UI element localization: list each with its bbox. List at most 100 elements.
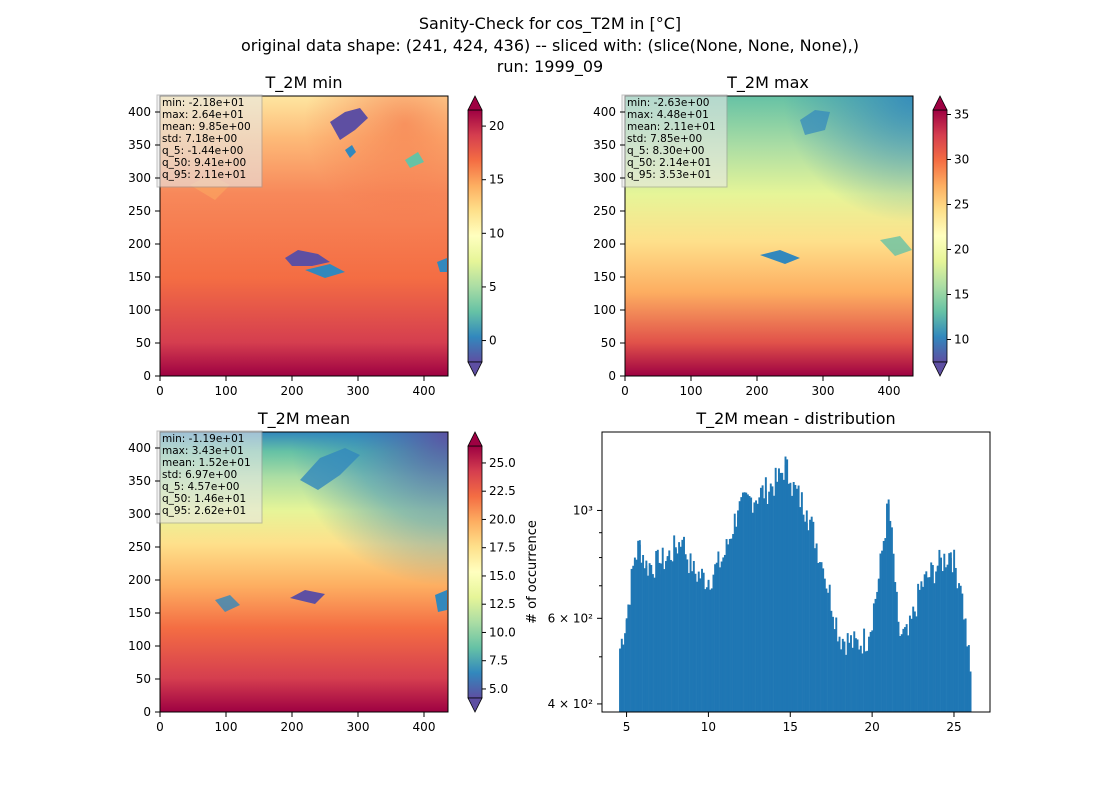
- histogram-bar: [904, 627, 906, 712]
- histogram-bar: [678, 542, 681, 712]
- histogram-bar: [908, 615, 911, 712]
- colorbar-tick-label: 10: [954, 333, 969, 347]
- figure-title: Sanity-Check for cos_T2M in [°C] origina…: [241, 14, 859, 77]
- histogram-bar: [696, 581, 699, 712]
- colorbar-tick-label: 5.0: [489, 682, 508, 696]
- histogram-bar: [719, 567, 721, 712]
- y-tick-label: 300: [128, 171, 151, 185]
- histogram-bar: [907, 636, 910, 712]
- stats-std: std: 7.18e+00: [162, 133, 237, 145]
- histogram-bar: [681, 539, 684, 712]
- histogram-bars: [619, 456, 972, 712]
- plot-frame: [601, 431, 991, 713]
- histogram-bar: [864, 651, 867, 712]
- histogram-bar: [902, 628, 905, 712]
- x-axis-ticks: 0 100 200 300 400: [621, 376, 900, 398]
- histogram-bar: [730, 538, 733, 712]
- histogram-bar: [851, 647, 854, 712]
- histogram-bar: [838, 636, 841, 712]
- y-axis-ticks: 0 50 100 150 200 250 300 350 400: [128, 105, 160, 383]
- y-tick-label: 200: [128, 237, 151, 251]
- histogram-bar: [630, 568, 633, 712]
- stats-std: std: 6.97e+00: [162, 469, 237, 481]
- histogram-bar: [935, 571, 938, 712]
- y-tick-label: 150: [128, 606, 151, 620]
- stats-box: min: -1.19e+01 max: 3.43e+01 mean: 1.52e…: [156, 430, 263, 524]
- histogram-bar: [750, 497, 753, 712]
- histogram-bar: [869, 631, 872, 712]
- y-tick-label: 350: [128, 474, 151, 488]
- histogram-bar: [633, 557, 636, 712]
- histogram-bar: [930, 562, 933, 712]
- histogram-bar: [846, 633, 849, 712]
- histogram-bar: [836, 641, 839, 712]
- histogram-bar: [655, 550, 658, 712]
- histogram-bar: [890, 527, 893, 712]
- histogram-bar: [969, 674, 972, 712]
- histogram-bar: [959, 585, 962, 712]
- histogram-bar: [704, 589, 707, 712]
- y-tick-label: 100: [593, 303, 616, 317]
- histogram-bar: [637, 540, 640, 712]
- histogram-bar: [722, 557, 725, 712]
- colorbar-tick-label: 10: [489, 226, 504, 240]
- histogram-bar: [669, 559, 672, 712]
- histogram-bar: [828, 584, 831, 712]
- histogram-bar: [810, 516, 813, 712]
- panel-t2m-mean-distribution: T_2M mean - distribution # of occurrence…: [525, 409, 991, 734]
- histogram-bar: [691, 571, 694, 712]
- x-axis-ticks: 0 100 200 300 400: [156, 376, 435, 398]
- histogram-bar: [738, 501, 741, 712]
- x-tick-label: 100: [215, 720, 238, 734]
- histogram-bar: [683, 536, 685, 712]
- x-tick-label: 0: [156, 720, 164, 734]
- stats-max: max: 4.48e+01: [627, 109, 709, 121]
- y-tick-label: 0: [143, 705, 151, 719]
- x-axis-ticks: 5 10 15 20 25: [623, 712, 962, 734]
- colorbar-tick-label: 5: [489, 280, 497, 294]
- y-tick-label: 400: [128, 105, 151, 119]
- histogram-bar: [910, 618, 913, 712]
- histogram-bar: [967, 645, 970, 712]
- histogram-bar: [814, 548, 816, 712]
- histogram-bar: [642, 554, 645, 712]
- panel-t2m-mean: T_2M mean min: -1.19e+01 max: 3.43e+01 m…: [128, 409, 516, 734]
- histogram-bar: [745, 492, 748, 712]
- histogram-bar: [877, 579, 880, 712]
- histogram-bar: [766, 503, 769, 712]
- colorbar-tick-label: 12.5: [489, 597, 516, 611]
- figure-title-line-2: original data shape: (241, 424, 436) -- …: [241, 36, 859, 55]
- histogram-bar: [650, 564, 653, 712]
- colorbar-tick-label: 20: [489, 119, 504, 133]
- colorbar-tick-label: 25.0: [489, 456, 516, 470]
- histogram-bar: [741, 492, 744, 712]
- stats-q50: q_50: 2.14e+01: [627, 157, 711, 169]
- histogram-bar: [622, 644, 625, 712]
- histogram-bar: [697, 571, 700, 712]
- y-tick-label: 150: [128, 270, 151, 284]
- histogram-bar: [964, 618, 967, 712]
- y-tick-label: 300: [128, 507, 151, 521]
- histogram-bar: [712, 574, 715, 712]
- histogram-bar: [804, 521, 807, 712]
- plot-frame: [159, 431, 449, 713]
- histogram-bar: [733, 513, 736, 712]
- histogram-bar: [920, 585, 923, 712]
- histogram-bar: [941, 571, 944, 712]
- histogram-bar: [761, 485, 764, 712]
- histogram-bar: [940, 557, 943, 712]
- histogram-bar: [753, 502, 756, 712]
- histogram-bar: [859, 645, 862, 712]
- histogram-bar: [758, 497, 761, 712]
- histogram-bar: [872, 603, 875, 712]
- y-tick-label: 400: [128, 441, 151, 455]
- panel-title: T_2M max: [726, 73, 809, 93]
- histogram-bar: [620, 638, 623, 712]
- histogram-bar: [727, 544, 730, 712]
- histogram-bar: [709, 589, 712, 712]
- y-tick-label: 400: [593, 105, 616, 119]
- histogram-bar: [668, 550, 671, 712]
- x-tick-label: 200: [281, 384, 304, 398]
- colorbar-tick-label: 20: [954, 243, 969, 257]
- histogram-bar: [843, 641, 846, 712]
